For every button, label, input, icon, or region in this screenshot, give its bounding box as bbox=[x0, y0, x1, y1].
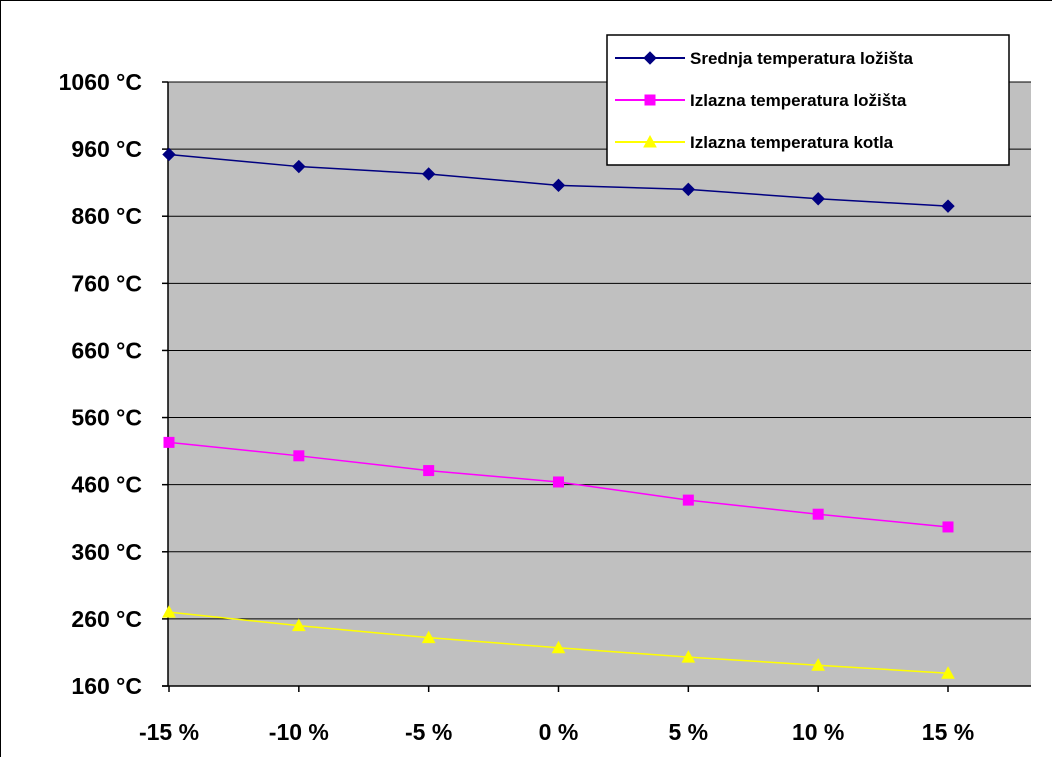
x-tick-label: 10 % bbox=[792, 719, 844, 745]
y-tick-label: 760 °C bbox=[71, 270, 142, 296]
x-axis-tick-labels: -15 % -10 % -5 % 0 % 5 % 10 % 15 % bbox=[139, 719, 974, 745]
data-point-marker bbox=[811, 658, 826, 671]
data-point-marker bbox=[941, 666, 955, 679]
data-point-marker bbox=[681, 650, 696, 663]
y-tick-label: 860 °C bbox=[71, 203, 142, 229]
x-tick-label: 15 % bbox=[922, 719, 974, 745]
series-1 bbox=[162, 147, 955, 213]
data-point-marker bbox=[644, 94, 656, 106]
y-axis-tick-labels: 160 °C 260 °C 360 °C 460 °C 560 °C 660 °C 760 … bbox=[59, 69, 142, 699]
legend: Srednja temperatura ložišta Izlazna tempe… bbox=[606, 34, 1010, 166]
data-point-marker bbox=[812, 508, 824, 520]
data-point-marker bbox=[163, 436, 175, 448]
data-point-marker bbox=[682, 494, 694, 506]
legend-label: Srednja temperatura ložišta bbox=[690, 49, 914, 68]
y-tick-label: 160 °C bbox=[71, 673, 142, 699]
x-tick-label: -15 % bbox=[139, 719, 199, 745]
y-tick-label: 660 °C bbox=[71, 337, 142, 363]
series-2 bbox=[163, 436, 954, 533]
data-point-marker bbox=[811, 192, 825, 206]
data-point-marker bbox=[942, 521, 954, 533]
legend-item: Srednja temperatura ložišta bbox=[615, 49, 914, 68]
data-point-marker bbox=[421, 167, 436, 181]
series-group bbox=[162, 147, 955, 679]
legend-label: Izlazna temperatura kotla bbox=[690, 133, 894, 152]
data-point-marker bbox=[421, 630, 436, 644]
x-tick-label: 0 % bbox=[539, 719, 579, 745]
x-tick-label: -5 % bbox=[405, 719, 452, 745]
data-point-marker bbox=[643, 51, 657, 65]
data-point-marker bbox=[681, 182, 696, 197]
data-point-marker bbox=[643, 134, 657, 148]
y-tick-label: 360 °C bbox=[71, 539, 142, 565]
data-point-marker bbox=[292, 159, 306, 174]
data-point-marker bbox=[941, 199, 955, 213]
y-tick-label: 1060 °C bbox=[59, 69, 142, 95]
plot-area bbox=[168, 82, 1031, 686]
data-point-marker bbox=[291, 618, 306, 632]
legend-label: Izlazna temperatura ložišta bbox=[690, 91, 907, 110]
data-point-marker bbox=[551, 640, 566, 654]
data-point-marker bbox=[162, 605, 176, 618]
y-tick-label: 960 °C bbox=[71, 136, 142, 162]
y-tick-label: 260 °C bbox=[71, 606, 142, 632]
data-point-marker bbox=[423, 465, 435, 477]
legend-item: Izlazna temperatura kotla bbox=[615, 133, 894, 152]
data-point-marker bbox=[553, 476, 564, 488]
series-3 bbox=[162, 605, 955, 679]
x-tick-label: -10 % bbox=[269, 719, 329, 745]
legend-item: Izlazna temperatura ložišta bbox=[615, 91, 907, 110]
data-point-marker bbox=[293, 450, 305, 462]
x-tick-label: 5 % bbox=[669, 719, 709, 745]
data-point-marker bbox=[551, 178, 566, 193]
data-point-marker bbox=[162, 147, 176, 162]
y-tick-label: 460 °C bbox=[71, 472, 142, 498]
y-tick-label: 560 °C bbox=[71, 405, 142, 431]
axes bbox=[162, 81, 1031, 692]
